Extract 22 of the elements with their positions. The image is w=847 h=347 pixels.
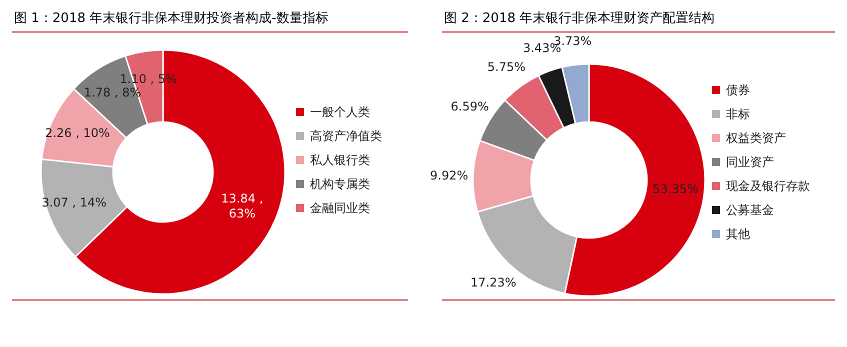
data-label: 6.59%: [450, 100, 489, 114]
legend-label: 高资产净值类: [310, 129, 382, 143]
data-label: 9.92%: [430, 168, 468, 182]
data-label: 13.84 , 63%: [221, 192, 264, 221]
legend-label: 同业资产: [726, 155, 774, 169]
chart-title: 图 2：2018 年末银行非保本理财资产配置结构: [444, 11, 715, 26]
legend-label: 金融同业类: [310, 201, 370, 215]
legend-label: 现金及银行存款: [726, 179, 810, 193]
legend-label: 债券: [726, 83, 750, 97]
legend-label: 权益类资产: [725, 131, 786, 145]
chart-title: 图 1：2018 年末银行非保本理财投资者构成-数量指标: [14, 11, 328, 26]
legend-label: 其他: [726, 227, 750, 241]
legend-label: 机构专属类: [310, 177, 370, 191]
legend-label: 一般个人类: [310, 105, 370, 119]
legend-label: 私人银行类: [310, 153, 370, 167]
data-label: 2.26 , 10%: [45, 126, 110, 140]
data-label: 17.23%: [470, 275, 516, 290]
data-label: 53.35%: [652, 182, 698, 196]
legend-label: 非标: [726, 107, 750, 121]
data-label: 5.75%: [487, 60, 526, 74]
data-label: 3.07 , 14%: [42, 196, 107, 210]
legend-label: 公募基金: [726, 203, 774, 217]
